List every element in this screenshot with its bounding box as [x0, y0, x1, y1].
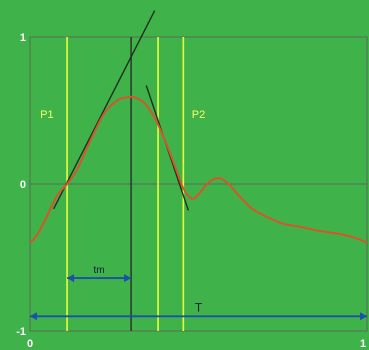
period-arrow-head-left	[30, 312, 37, 321]
annotations: P1 P2	[40, 109, 205, 121]
grid	[29, 36, 368, 332]
tm-arrow-head-left	[67, 274, 75, 283]
annotation-p1: P1	[40, 109, 53, 121]
y-tick-label-0: 1	[20, 32, 26, 44]
tm-arrow-head-right	[124, 274, 132, 283]
x-tick-label-1: 1	[360, 338, 366, 350]
series-line	[29, 95, 368, 244]
y-tick-label-2: -1	[16, 326, 26, 338]
arrows: tm T	[30, 265, 367, 321]
tick-labels: 10-10 1	[16, 32, 366, 350]
y-tick-label-1: 0	[20, 179, 26, 191]
vertical-lines	[66, 37, 185, 331]
tangent-line-0	[52, 10, 156, 210]
period-arrow-label: T	[195, 300, 203, 314]
tm-arrow-label: tm	[94, 265, 105, 276]
annotation-p2: P2	[192, 109, 205, 121]
x-tick-label-0: 0	[27, 338, 33, 350]
period-arrow-head-right	[360, 312, 367, 321]
